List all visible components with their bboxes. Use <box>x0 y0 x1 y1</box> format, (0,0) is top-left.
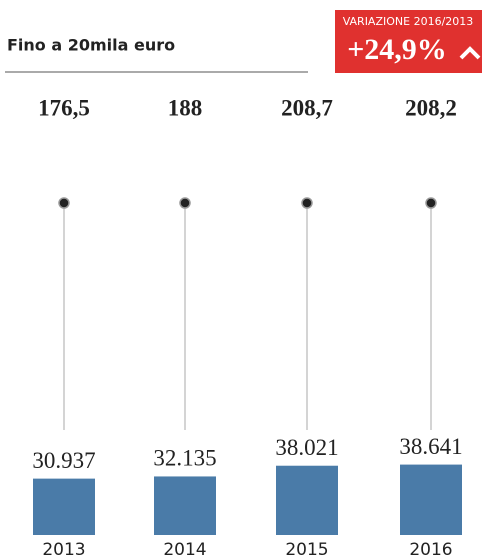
secondary-value-label: 208,2 <box>405 95 457 120</box>
x-tick-label: 2015 <box>285 540 328 560</box>
secondary-value-label: 208,7 <box>281 95 333 120</box>
secondary-value-label: 188 <box>168 95 203 120</box>
stem-dot <box>58 197 70 209</box>
value-label: 30.937 <box>32 448 95 473</box>
change-label: VARIAZIONE 2016/2013 <box>343 15 474 28</box>
x-tick-label: 2014 <box>163 540 206 560</box>
secondary-value-label: 176,5 <box>38 95 90 120</box>
bar <box>33 478 95 535</box>
stem-dot <box>179 197 191 209</box>
bar <box>276 465 338 535</box>
up-arrow <box>459 46 481 60</box>
change-badge <box>335 10 482 73</box>
bar <box>400 464 462 535</box>
stem-dot <box>301 197 313 209</box>
change-value: +24,9% <box>347 33 447 66</box>
value-label: 38.021 <box>275 435 338 460</box>
stem-dot <box>425 197 437 209</box>
x-tick-label: 2013 <box>42 540 85 560</box>
bar <box>154 476 216 535</box>
value-label: 38.641 <box>399 434 462 459</box>
x-tick-label: 2016 <box>409 540 452 560</box>
value-label: 32.135 <box>153 446 216 471</box>
chart-title: Fino a 20mila euro <box>7 36 175 55</box>
